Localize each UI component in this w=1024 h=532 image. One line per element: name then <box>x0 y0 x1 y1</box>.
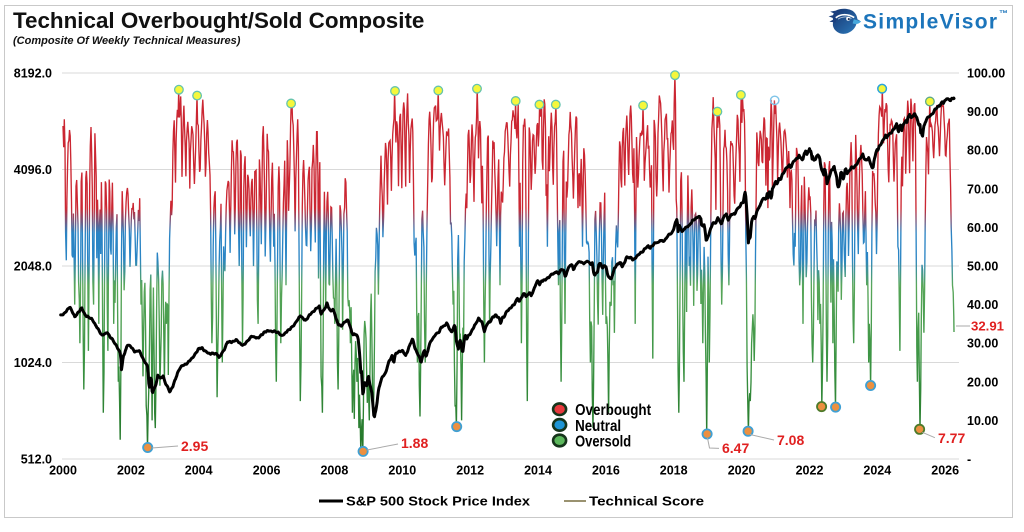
svg-text:™: ™ <box>999 9 1008 19</box>
svg-text:Neutral: Neutral <box>575 418 621 435</box>
svg-text:S&P 500 Stock Price Index: S&P 500 Stock Price Index <box>346 494 531 509</box>
svg-text:2010: 2010 <box>388 464 416 478</box>
svg-text:10.00: 10.00 <box>967 414 998 428</box>
svg-text:7.77: 7.77 <box>938 430 965 446</box>
svg-text:Technical Overbought/Sold Comp: Technical Overbought/Sold Composite <box>13 8 424 33</box>
svg-text:50.00: 50.00 <box>967 260 998 274</box>
svg-text:8192.0: 8192.0 <box>14 67 52 81</box>
svg-text:2.95: 2.95 <box>181 438 208 454</box>
svg-text:Oversold: Oversold <box>575 433 631 450</box>
svg-text:-: - <box>967 453 971 467</box>
svg-text:Overbought: Overbought <box>575 402 652 419</box>
svg-text:SimpleVisor: SimpleVisor <box>863 11 997 34</box>
svg-text:90.00: 90.00 <box>967 105 998 119</box>
svg-text:4096.0: 4096.0 <box>14 163 52 177</box>
svg-text:20.00: 20.00 <box>967 375 998 389</box>
svg-text:2002: 2002 <box>117 464 145 478</box>
svg-text:100.00: 100.00 <box>967 67 1005 81</box>
svg-text:70.00: 70.00 <box>967 182 998 196</box>
svg-text:6.47: 6.47 <box>722 440 749 456</box>
svg-text:2012: 2012 <box>456 464 484 478</box>
svg-text:30.00: 30.00 <box>967 337 998 351</box>
svg-text:Technical Score: Technical Score <box>589 494 704 509</box>
svg-text:80.00: 80.00 <box>967 144 998 158</box>
svg-text:60.00: 60.00 <box>967 221 998 235</box>
svg-text:2008: 2008 <box>320 464 348 478</box>
svg-text:2016: 2016 <box>592 464 620 478</box>
svg-text:2004: 2004 <box>185 464 213 478</box>
svg-text:7.08: 7.08 <box>777 432 804 448</box>
svg-text:2048.0: 2048.0 <box>14 260 52 274</box>
svg-text:2024: 2024 <box>863 464 891 478</box>
svg-text:2006: 2006 <box>253 464 281 478</box>
svg-text:2014: 2014 <box>524 464 552 478</box>
svg-text:2022: 2022 <box>796 464 824 478</box>
svg-text:1024.0: 1024.0 <box>14 356 52 370</box>
svg-text:2026: 2026 <box>931 464 959 478</box>
svg-text:40.00: 40.00 <box>967 298 998 312</box>
svg-text:2018: 2018 <box>660 464 688 478</box>
svg-text:512.0: 512.0 <box>21 453 52 467</box>
svg-text:2020: 2020 <box>728 464 756 478</box>
svg-text:32.91: 32.91 <box>971 319 1004 334</box>
svg-text:2000: 2000 <box>49 464 77 478</box>
svg-text:1.88: 1.88 <box>401 435 428 451</box>
svg-text:(Composite Of Weekly Technical: (Composite Of Weekly Technical Measures) <box>13 35 241 47</box>
